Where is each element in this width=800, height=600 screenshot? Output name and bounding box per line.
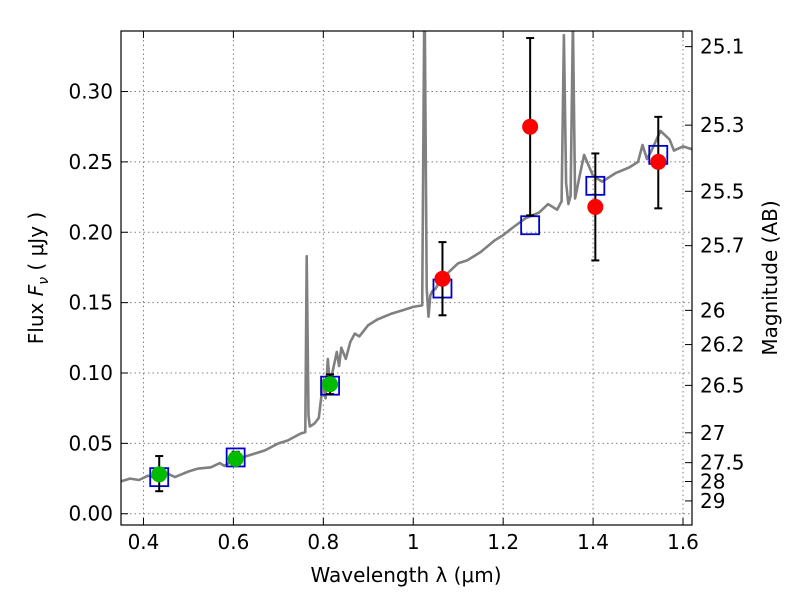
y-tick-label: 0.20	[68, 220, 113, 244]
right-y-tick-label: 26.2	[700, 333, 745, 357]
x-tick-label: 1.4	[577, 530, 609, 554]
x-tick-label: 0.4	[128, 530, 160, 554]
y-tick-label: 0.10	[68, 361, 113, 385]
right-y-tick-label: 26	[700, 298, 725, 322]
plot-frame	[120, 30, 693, 526]
right-y-tick-label: 25.3	[700, 113, 745, 137]
y-tick-label: 0.30	[68, 80, 113, 104]
y-axis-label: Flux Fν ( μJy )	[24, 212, 52, 344]
green-data-point	[227, 450, 244, 467]
y-label-prefix: Flux	[24, 296, 48, 344]
right-y-tick-label: 27.5	[700, 451, 745, 475]
red-data-point	[522, 118, 539, 135]
red-data-point	[587, 198, 604, 215]
y-tick-label: 0.25	[68, 150, 113, 174]
right-y-tick-label: 28	[700, 470, 725, 494]
y-tick-label: 0.00	[68, 502, 113, 526]
right-y-axis-label: Magnitude (AB)	[758, 200, 782, 355]
right-y-tick-label: 25.5	[700, 179, 745, 203]
y-tick-label: 0.15	[68, 291, 113, 315]
x-axis-label: Wavelength λ (μm)	[310, 563, 501, 587]
x-tick-label: 1.6	[667, 530, 699, 554]
right-y-tick-label: 25.1	[700, 35, 745, 59]
right-y-tick-label: 29	[700, 489, 725, 513]
green-data-point	[322, 376, 339, 393]
red-data-point	[650, 153, 667, 170]
x-tick-label: 0.8	[307, 530, 339, 554]
marker-layer	[149, 37, 669, 493]
right-y-tick-label: 27	[700, 421, 725, 445]
model-spectrum-line	[121, 31, 692, 483]
right-y-tick-label: 26.5	[700, 373, 745, 397]
grid-layer	[121, 31, 692, 525]
right-y-tick-label: 25.7	[700, 234, 745, 258]
x-tick-label: 0.6	[217, 530, 249, 554]
red-data-point	[434, 270, 451, 287]
x-tick-label: 1	[407, 530, 420, 554]
y-label-unit: ( μJy )	[24, 212, 48, 277]
y-label-symbol: F	[24, 284, 48, 296]
y-label-subscript: ν	[36, 277, 52, 285]
y-tick-label: 0.05	[68, 431, 113, 455]
axis-layer: 0.4 0.6 0.8 1 1.2 1.4 1.6 0.00 0.05 0.10 0.15 0.20 0…	[68, 31, 745, 554]
green-data-point	[151, 466, 168, 483]
data-layer	[121, 31, 692, 483]
x-tick-label: 1.2	[487, 530, 519, 554]
